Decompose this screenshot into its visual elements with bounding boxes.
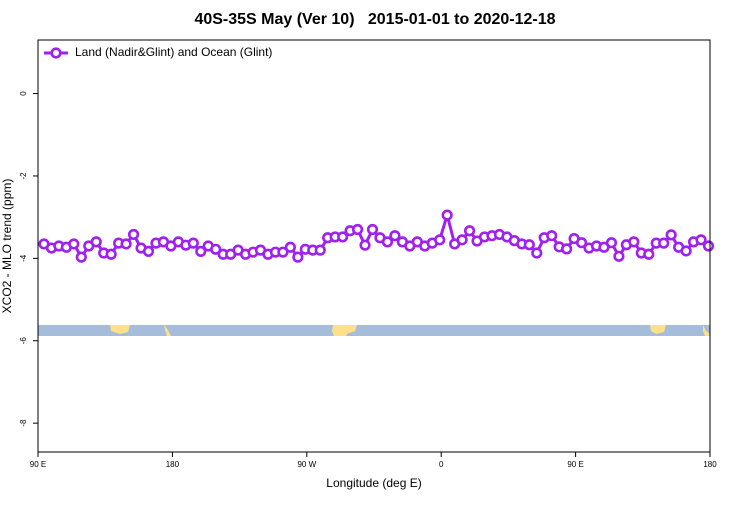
y-tick-label: -4 [19, 254, 28, 262]
x-axis-label: Longitude (deg E) [326, 476, 421, 490]
data-point [195, 245, 207, 257]
y-tick-label: -6 [19, 337, 28, 345]
data-point [277, 246, 289, 258]
data-point [314, 244, 326, 256]
y-tick-label: 0 [19, 91, 28, 96]
data-point [575, 237, 588, 249]
data-point [68, 238, 80, 250]
data-point [546, 230, 558, 242]
data-point [613, 250, 625, 262]
data-point [441, 209, 453, 221]
data-point [284, 241, 296, 253]
data-point [381, 236, 394, 248]
land [332, 325, 357, 336]
x-tick-label: 90 W [297, 460, 316, 469]
x-tick-label: 0 [439, 460, 444, 469]
land [110, 325, 130, 334]
data-point [658, 237, 670, 249]
data-point [120, 238, 132, 250]
data-point [75, 251, 87, 263]
data-point [628, 236, 640, 248]
land [650, 325, 666, 334]
land [164, 325, 171, 336]
data-point [90, 236, 102, 248]
data-point [523, 239, 535, 251]
data-point [359, 239, 371, 251]
data-point [337, 231, 349, 243]
data-point [456, 234, 468, 246]
x-tick-label: 180 [166, 460, 180, 469]
y-tick-label: -8 [19, 419, 28, 427]
data-point [210, 243, 222, 255]
data-point [187, 237, 199, 249]
data-point [695, 234, 707, 246]
x-tick-label: 90 E [30, 460, 46, 469]
data-point [351, 223, 364, 236]
data-point [389, 230, 401, 242]
chart-title: 40S-35S May (Ver 10) 2015-01-01 to 2020-… [194, 11, 555, 28]
data-point [561, 243, 573, 255]
data-point [702, 240, 715, 252]
data-point [127, 228, 140, 241]
ocean-strip [38, 325, 710, 336]
data-point [142, 245, 155, 257]
x-tick-label: 180 [703, 460, 717, 469]
map-strip [38, 325, 710, 336]
data-point [105, 248, 117, 260]
land [703, 325, 710, 336]
y-tick-label: -2 [19, 172, 28, 180]
x-tick-label: 90 E [567, 460, 583, 469]
data-point [434, 234, 446, 246]
legend-marker [50, 47, 62, 59]
plot-frame [37, 39, 711, 453]
legend-label: Land (Nadir&Glint) and Ocean (Glint) [75, 45, 272, 59]
data-point [665, 229, 677, 241]
data-point [605, 237, 618, 249]
y-axis-label: XCO2 - MLO trend (ppm) [0, 179, 14, 314]
data-point [643, 248, 655, 260]
data-point [680, 245, 692, 257]
data-point [463, 225, 476, 237]
data-point [366, 223, 379, 236]
data-point [292, 251, 304, 263]
plot-area [38, 209, 715, 263]
data-point [531, 247, 543, 259]
